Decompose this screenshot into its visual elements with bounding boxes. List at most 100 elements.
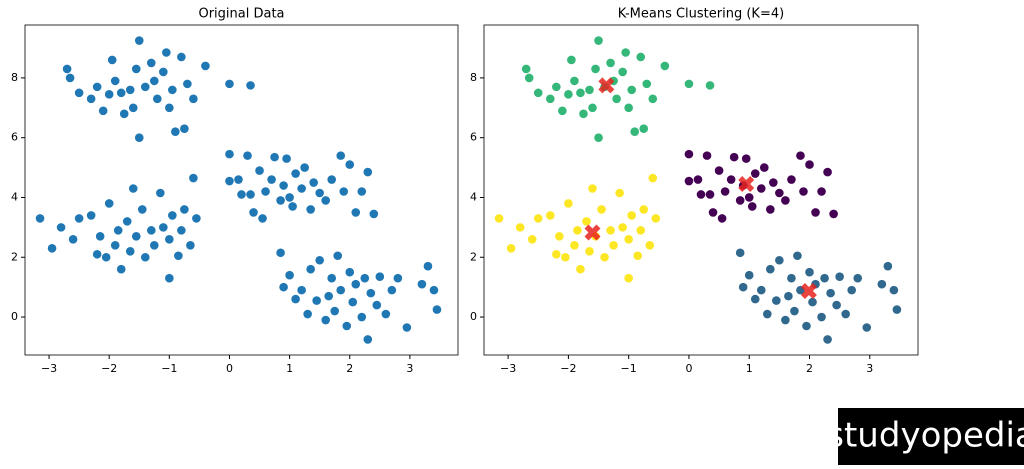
- point: [86, 94, 96, 104]
- point: [684, 79, 694, 89]
- point: [95, 232, 105, 241]
- point: [285, 270, 294, 280]
- point: [351, 279, 361, 289]
- point: [180, 205, 189, 214]
- point: [799, 187, 808, 196]
- point: [564, 90, 573, 99]
- point: [201, 61, 210, 71]
- point: [288, 202, 297, 211]
- point: [820, 273, 829, 283]
- point: [648, 94, 658, 104]
- point: [128, 184, 138, 193]
- point: [345, 160, 355, 169]
- point: [790, 306, 799, 316]
- chart-title: Original Data: [198, 7, 284, 22]
- point: [808, 297, 817, 307]
- point: [781, 196, 790, 205]
- point: [249, 208, 258, 217]
- point: [146, 226, 156, 235]
- point: [633, 251, 643, 261]
- point: [624, 103, 633, 113]
- point: [585, 85, 594, 95]
- point: [339, 187, 349, 196]
- x-tick-label: 2: [806, 362, 813, 375]
- chart-title: K-Means Clustering (K=4): [618, 7, 784, 22]
- point: [756, 184, 766, 193]
- point: [787, 175, 796, 184]
- point: [612, 94, 621, 104]
- point: [759, 163, 769, 172]
- point: [297, 184, 306, 193]
- point: [772, 296, 781, 305]
- point: [357, 187, 367, 196]
- point: [515, 223, 525, 232]
- point: [159, 67, 168, 77]
- point: [648, 173, 658, 183]
- point: [375, 272, 385, 281]
- point: [756, 285, 766, 295]
- point: [360, 273, 370, 283]
- point: [588, 184, 597, 193]
- point: [330, 306, 340, 316]
- point: [744, 193, 754, 202]
- point: [101, 252, 111, 262]
- point: [729, 152, 739, 162]
- point: [113, 226, 123, 235]
- x-tick-label: −1: [161, 362, 177, 375]
- point: [892, 305, 902, 314]
- point: [336, 285, 346, 295]
- point: [877, 279, 887, 289]
- point: [606, 58, 615, 68]
- point: [276, 196, 285, 205]
- point: [609, 240, 618, 250]
- y-tick-label: 0: [11, 310, 18, 323]
- point: [255, 166, 264, 175]
- point: [125, 246, 135, 256]
- point: [805, 267, 814, 277]
- point: [735, 248, 745, 258]
- point: [243, 151, 252, 160]
- x-tick-label: −3: [500, 362, 516, 375]
- point: [149, 76, 159, 86]
- point: [693, 175, 703, 184]
- point: [225, 176, 234, 186]
- point: [387, 285, 397, 295]
- point: [333, 251, 343, 261]
- centroid: [800, 283, 817, 300]
- point: [597, 205, 606, 214]
- point: [225, 79, 234, 89]
- point: [579, 109, 588, 119]
- point: [104, 90, 114, 99]
- point: [62, 64, 72, 74]
- x-tick-label: 0: [226, 362, 233, 375]
- point: [796, 151, 805, 160]
- point: [342, 321, 352, 331]
- point: [372, 300, 382, 310]
- point: [533, 88, 543, 98]
- x-tick-label: −3: [41, 362, 57, 375]
- point: [171, 127, 180, 137]
- point: [651, 214, 661, 223]
- point: [567, 55, 576, 65]
- point: [766, 205, 775, 214]
- point: [618, 67, 627, 77]
- point: [146, 58, 156, 68]
- point: [270, 152, 279, 162]
- point: [883, 261, 893, 271]
- point: [47, 243, 57, 253]
- point: [98, 106, 108, 116]
- point: [769, 178, 778, 187]
- point: [684, 149, 694, 159]
- point: [285, 193, 294, 202]
- point: [889, 285, 899, 295]
- centroid: [584, 224, 601, 241]
- point: [817, 187, 826, 196]
- point: [627, 85, 636, 95]
- x-tick-label: −2: [560, 362, 576, 375]
- point: [585, 246, 594, 256]
- point: [702, 151, 712, 160]
- point: [134, 133, 144, 142]
- point: [336, 151, 346, 160]
- point: [570, 240, 579, 250]
- point: [122, 217, 132, 226]
